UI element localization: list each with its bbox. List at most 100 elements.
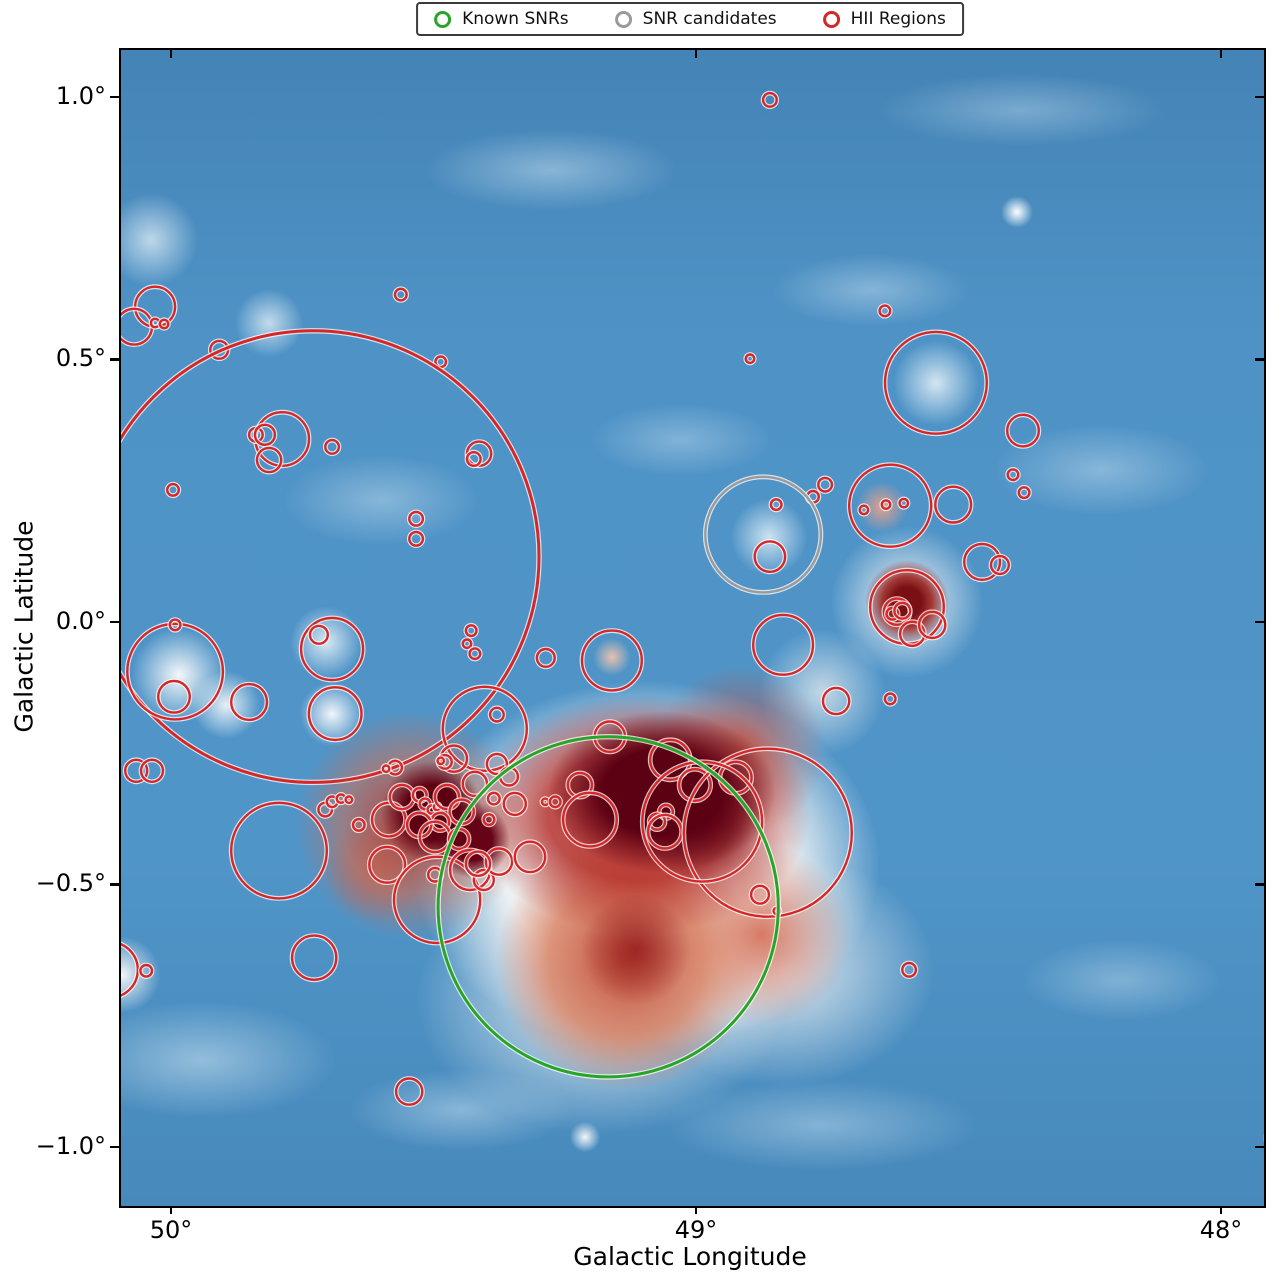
hii-region-circle: [461, 638, 473, 650]
hii-region-circle: [898, 497, 910, 509]
hii-region-circle: [989, 554, 1010, 576]
hii-region-circle: [502, 791, 527, 817]
known-snr-circle: [436, 735, 780, 1079]
hii-region-circle: [880, 499, 892, 510]
hii-region-marker-icon: [822, 10, 840, 28]
hii-region-circle: [126, 622, 225, 721]
y-tick-right: [1255, 95, 1264, 99]
hii-region-circle: [883, 692, 897, 706]
hii-region-circle: [878, 304, 892, 318]
legend-label: Known SNRs: [462, 9, 569, 29]
hii-region-circle: [253, 423, 277, 446]
snr-candidate-marker-icon: [614, 10, 632, 28]
y-tick: [110, 95, 119, 99]
hii-region-circle: [230, 682, 269, 722]
hii-region-circle: [464, 850, 492, 878]
hii-region-circle: [441, 685, 528, 772]
hii-region-circle: [883, 330, 989, 435]
legend-item-snr-candidates: SNR candidates: [614, 9, 777, 29]
hii-region-circle: [1017, 486, 1031, 500]
hii-region-circle: [1006, 413, 1041, 448]
hii-region-circle: [468, 647, 482, 661]
hii-region-circle: [344, 795, 354, 805]
y-tick-label: 0.0°: [55, 606, 106, 635]
hii-region-circle: [307, 686, 363, 742]
x-tick-top: [694, 50, 698, 58]
hii-region-circle: [229, 801, 328, 900]
hii-region-circle: [139, 758, 165, 783]
hii-region-circle: [817, 476, 834, 493]
y-tick-right: [1255, 358, 1264, 361]
hii-region-circle: [821, 686, 851, 716]
hii-region-circle: [121, 329, 541, 784]
hii-region-circle: [682, 747, 853, 918]
hii-region-circle: [548, 795, 562, 809]
y-tick: [110, 620, 119, 624]
hii-region-circle: [168, 618, 182, 632]
y-tick: [110, 358, 119, 361]
legend-item-known-snrs: Known SNRs: [434, 9, 569, 29]
overlay-circles: [121, 90, 1264, 1143]
y-tick-label: −0.5°: [35, 869, 106, 898]
hii-region-circle: [580, 629, 643, 692]
hii-region-circle: [436, 756, 446, 766]
x-tick: [1219, 1206, 1223, 1214]
hii-region-circle: [157, 679, 192, 714]
hii-region-circle: [433, 783, 461, 811]
hii-region-circle: [158, 318, 170, 330]
x-tick-top: [169, 50, 173, 58]
y-tick-label: 0.5°: [55, 344, 106, 373]
hii-region-circle: [472, 868, 495, 892]
legend-item-hii-regions: HII Regions: [822, 9, 946, 29]
snr-candidate-circle: [704, 475, 823, 594]
hii-region-circle: [962, 542, 1002, 581]
legend-label: HII Regions: [850, 9, 946, 29]
legend: Known SNRs SNR candidates HII Regions: [416, 2, 964, 36]
hii-region-circle: [139, 963, 154, 978]
x-tick: [694, 1206, 698, 1214]
y-tick-label: 1.0°: [55, 81, 106, 110]
hii-region-circle: [561, 791, 618, 848]
hii-region-circle: [482, 813, 496, 827]
hii-region-circle: [769, 498, 783, 512]
hii-region-circle: [901, 961, 918, 978]
hii-region-circle: [299, 616, 365, 682]
x-tick-label: 48°: [1199, 1216, 1243, 1244]
hii-region-circle: [761, 91, 778, 108]
hii-region-circle: [513, 840, 547, 874]
hii-region-circle: [393, 287, 408, 302]
hii-region-circle: [751, 613, 815, 676]
hii-region-circle: [749, 884, 771, 905]
plot-area: [119, 48, 1266, 1208]
hii-region-circle: [753, 540, 787, 573]
x-tick-label: 49°: [674, 1216, 718, 1244]
y-tick-right: [1255, 620, 1264, 624]
hii-region-circle: [368, 845, 407, 884]
hii-region-circle: [394, 1077, 424, 1106]
x-axis-title: Galactic Longitude: [573, 1242, 807, 1271]
sky-map-image: [121, 50, 1264, 1206]
y-tick-right: [1255, 883, 1264, 886]
hii-region-circle: [324, 438, 341, 455]
hii-region-circle: [885, 606, 900, 621]
hii-region-circle: [408, 530, 425, 547]
hii-region-circle: [485, 752, 509, 776]
hii-region-circle: [893, 601, 912, 620]
y-tick: [110, 883, 119, 886]
y-tick: [110, 1145, 119, 1149]
hii-region-circle: [123, 758, 149, 783]
hii-region-circle: [858, 504, 870, 516]
y-tick-right: [1255, 1145, 1264, 1149]
hii-region-circle: [540, 797, 550, 807]
hii-region-circle: [486, 791, 501, 806]
hii-region-circle: [351, 817, 366, 832]
hii-region-circle: [121, 942, 139, 997]
hii-region-circle: [308, 624, 329, 645]
hii-region-circle: [917, 610, 947, 640]
hii-region-circle: [465, 451, 482, 468]
hii-region-circle: [677, 768, 712, 803]
hii-region-circle: [408, 510, 425, 527]
hii-region-circle: [255, 446, 283, 474]
y-tick-label: −1.0°: [35, 1131, 106, 1160]
